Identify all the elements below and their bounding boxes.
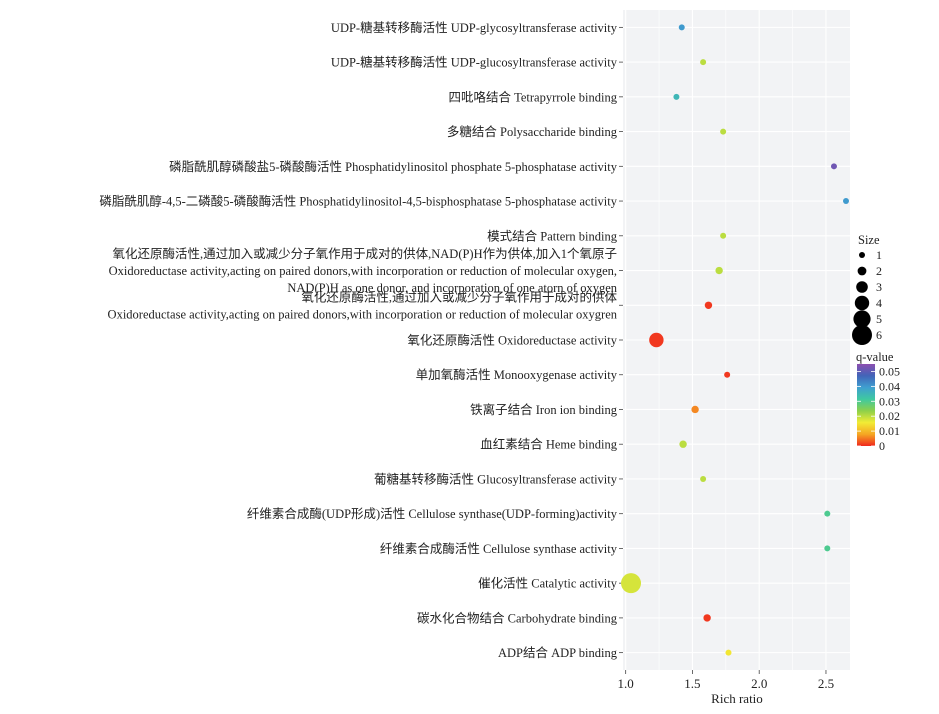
colorbar-tick-label: 0 [879,439,885,453]
data-point [830,163,837,170]
category-label: 铁离子结合 Iron ion binding [470,402,618,417]
category-label: NAD(P)H as one donor, and incorporation … [287,281,617,295]
size-legend-label: 6 [876,328,882,342]
size-legend-dot [852,325,872,345]
category-label: UDP-糖基转移酶活性 UDP-glucosyltransferase acti… [331,55,618,70]
category-label: UDP-糖基转移酶活性 UDP-glycosyltransferase acti… [331,20,618,35]
size-legend-dot [859,252,865,258]
category-label: 催化活性 Catalytic activity [478,577,618,591]
category-label: 模式结合 Pattern binding [487,228,618,243]
size-legend-label: 2 [876,264,882,278]
x-tick-label: 2.0 [751,676,767,691]
data-point [824,545,831,552]
category-label: 磷脂酰肌醇-4,5-二磷酸5-磷酸酶活性 Phosphatidylinosito… [99,194,617,209]
category-label: 纤维素合成酶活性 Cellulose synthase activity [380,541,618,556]
size-legend-dot [853,310,871,328]
category-label: 血红素结合 Heme binding [480,437,618,452]
size-legend-label: 4 [876,296,882,310]
category-label: 纤维素合成酶(UDP形成)活性 Cellulose synthase(UDP-f… [247,506,618,521]
q-value-legend-title: q-value [856,350,894,364]
x-tick-label: 1.0 [618,676,634,691]
data-point [673,93,680,100]
size-legend-dot [857,266,867,276]
data-point [621,573,642,594]
data-point [724,371,731,378]
category-label: 四吡咯结合 Tetrapyrrole binding [448,89,617,104]
data-points [621,24,849,656]
category-label: 氧化还原酶活性,通过加入或减少分子氧作用于成对的供体,NAD(P)H作为供体,加… [112,246,617,261]
colorbar-tick-label: 0.03 [879,394,900,408]
data-point [720,232,727,239]
data-point [715,266,723,275]
x-tick-label: 2.5 [818,676,834,691]
x-axis-title: Rich ratio [711,691,763,706]
category-label: 氧化还原酶活性 Oxidoreductase activity [407,333,617,348]
x-axis: 1.0 1.5 2.0 2.5 [618,670,834,691]
category-label: Oxidoreductase activity,acting on paired… [108,307,618,321]
size-legend-label: 1 [876,248,882,262]
size-legend-label: 3 [876,280,882,294]
category-label: 葡糖基转移酶活性 Glucosyltransferase activity [374,471,618,486]
category-labels: UDP-糖基转移酶活性 UDP-glycosyltransferase acti… [99,20,623,660]
category-label: 氧化还原酶活性,通过加入或减少分子氧作用于成对的供体 [301,289,617,304]
data-point [700,475,707,482]
data-point [720,128,727,135]
category-label: Oxidoreductase activity,acting on paired… [109,264,617,278]
grid-lines [623,10,850,670]
data-point [679,440,687,448]
size-legend-dot [854,295,870,311]
data-point [649,332,664,348]
category-label: 多糖结合 Polysaccharide binding [447,124,618,139]
colorbar-tick-label: 0.02 [879,409,900,423]
category-label: 碳水化合物结合 Carbohydrate binding [417,610,618,625]
colorbar-tick-label: 0.05 [879,364,900,378]
category-label: ADP结合 ADP binding [498,645,618,660]
x-tick-label: 1.5 [684,676,700,691]
data-point [703,614,711,622]
data-point [704,301,713,309]
category-label: 磷脂酰肌醇磷酸盐5-磷酸酶活性 Phosphatidylinositol pho… [169,159,618,174]
colorbar-tick-label: 0.04 [879,379,900,393]
size-legend-label: 5 [876,312,882,326]
data-point [725,649,732,656]
q-value-colorbar [857,364,875,446]
size-legend-dot [856,281,868,293]
category-label: 单加氧酶活性 Monooxygenase activity [416,367,618,382]
data-point [700,59,707,66]
data-point [824,510,831,517]
colorbar-tick-label: 0.01 [879,424,900,438]
data-point [842,198,849,205]
size-legend-title: Size [858,233,880,247]
data-point [678,24,685,31]
data-point [691,405,699,414]
